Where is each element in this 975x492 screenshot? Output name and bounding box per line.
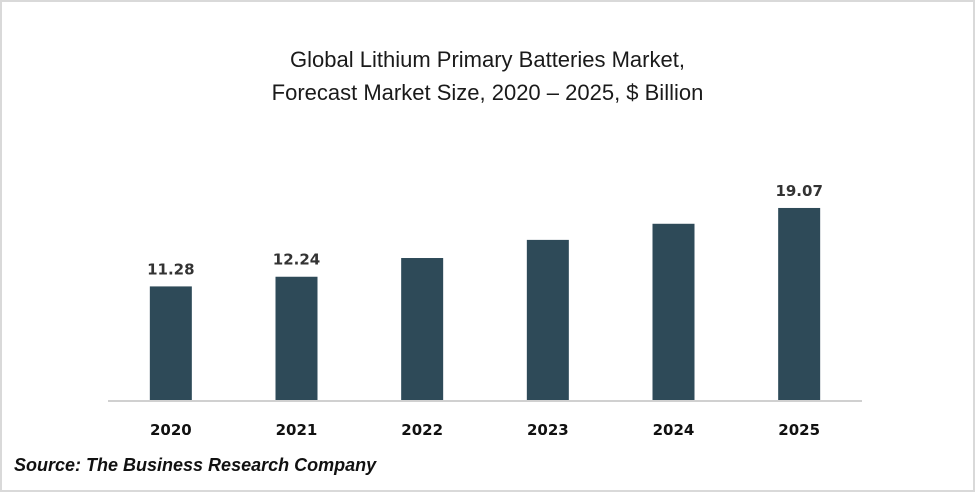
data-label-2020: 11.28 (147, 260, 194, 278)
x-tick-label-2024: 2024 (653, 421, 695, 439)
source-note: Source: The Business Research Company (14, 455, 377, 475)
bar-2025 (778, 207, 821, 400)
chart-title-line-1: Global Lithium Primary Batteries Market, (290, 47, 685, 72)
bar-2020 (149, 286, 192, 400)
bar-2022 (401, 258, 444, 400)
chart-title-line-2: Forecast Market Size, 2020 – 2025, $ Bil… (271, 80, 704, 105)
chart-title: Global Lithium Primary Batteries Market,… (0, 43, 975, 109)
x-tick-label-2023: 2023 (527, 421, 569, 439)
data-label-2021: 12.24 (273, 251, 320, 269)
bar-2024 (652, 223, 695, 400)
bar-2021 (275, 276, 318, 400)
x-tick-label-2020: 2020 (150, 421, 192, 439)
x-tick-label-2022: 2022 (401, 421, 443, 439)
data-label-2025: 19.07 (775, 182, 822, 200)
bar-2023 (526, 239, 569, 400)
x-tick-label-2021: 2021 (276, 421, 318, 439)
x-tick-label-2025: 2025 (778, 421, 820, 439)
